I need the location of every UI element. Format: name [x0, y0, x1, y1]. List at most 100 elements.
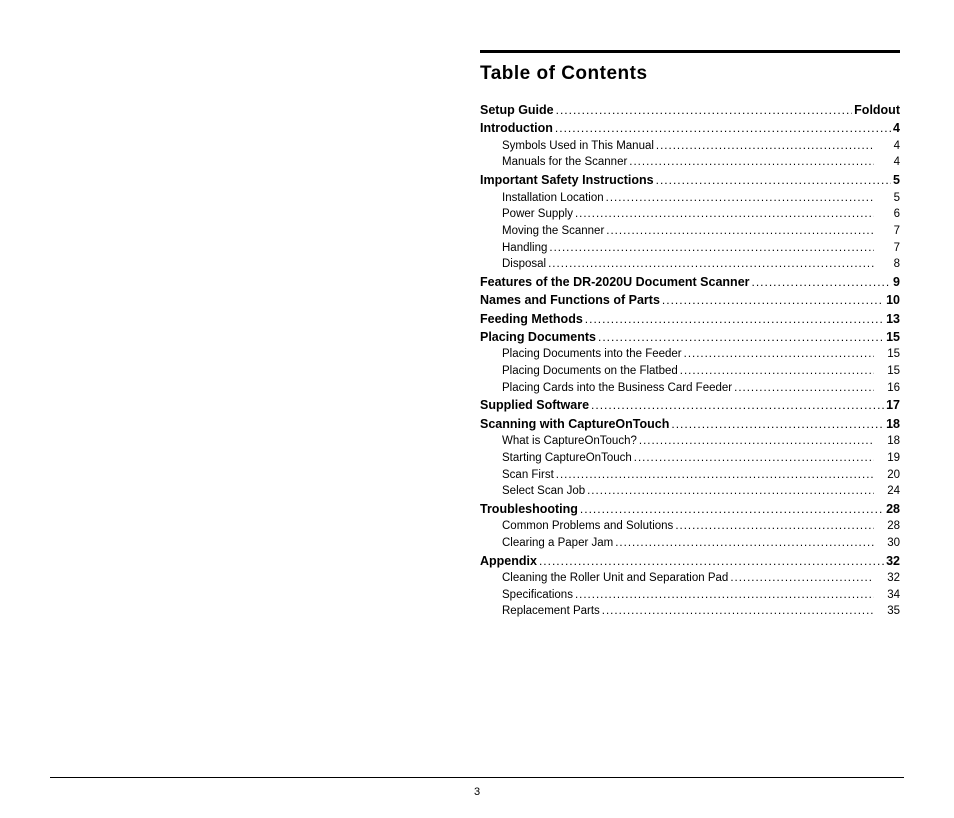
toc-section-row: Feeding Methods.........................…	[480, 310, 900, 328]
toc-entry-page: 15	[886, 328, 900, 346]
toc-leader-dots: ........................................…	[629, 154, 874, 171]
toc-entry-page: 18	[876, 433, 900, 450]
page-number: 3	[0, 786, 954, 798]
toc-entry-label: Disposal	[502, 256, 546, 273]
toc-leader-dots: ........................................…	[730, 570, 874, 587]
toc-entry-label: Handling	[502, 240, 547, 257]
toc-entry-label: Replacement Parts	[502, 603, 600, 620]
toc-entry-label: Placing Documents	[480, 328, 596, 346]
toc-leader-dots: ........................................…	[575, 206, 874, 223]
toc-entry-label: Important Safety Instructions	[480, 171, 654, 189]
document-page: Table of Contents Setup Guide...........…	[0, 0, 954, 818]
toc-entry-label: Setup Guide	[480, 101, 554, 119]
toc-section-row: Troubleshooting.........................…	[480, 500, 900, 518]
toc-entry-page: 10	[886, 291, 900, 309]
toc-entry-label: What is CaptureOnTouch?	[502, 433, 637, 450]
toc-leader-dots: ........................................…	[734, 380, 874, 397]
toc-sub-row: Disposal................................…	[480, 256, 900, 273]
toc-leader-dots: ........................................…	[639, 433, 874, 450]
toc-entry-page: 16	[876, 380, 900, 397]
toc-leader-dots: ........................................…	[556, 467, 874, 484]
toc-entry-page: 7	[876, 223, 900, 240]
toc-entry-page: 32	[876, 570, 900, 587]
toc-entry-label: Cleaning the Roller Unit and Separation …	[502, 570, 728, 587]
toc-entry-page: 34	[876, 587, 900, 604]
toc-sub-row: Placing Cards into the Business Card Fee…	[480, 380, 900, 397]
toc-leader-dots: ........................................…	[556, 102, 853, 119]
toc-entry-page: 24	[876, 483, 900, 500]
toc-leader-dots: ........................................…	[591, 397, 884, 414]
toc-entry-page: 4	[876, 138, 900, 155]
toc-sub-row: Symbols Used in This Manual.............…	[480, 138, 900, 155]
toc-leader-dots: ........................................…	[580, 501, 884, 518]
toc-sub-row: Power Supply............................…	[480, 206, 900, 223]
toc-entry-page: 30	[876, 535, 900, 552]
toc-sub-row: Moving the Scanner......................…	[480, 223, 900, 240]
toc-entry-label: Features of the DR-2020U Document Scanne…	[480, 273, 750, 291]
toc-entry-label: Power Supply	[502, 206, 573, 223]
toc-entry-page: 32	[886, 552, 900, 570]
toc-entry-page: 28	[876, 518, 900, 535]
toc-leader-dots: ........................................…	[602, 603, 874, 620]
toc-sub-row: Cleaning the Roller Unit and Separation …	[480, 570, 900, 587]
toc-sub-row: Manuals for the Scanner.................…	[480, 154, 900, 171]
toc-entry-label: Troubleshooting	[480, 500, 578, 518]
toc-section-row: Placing Documents.......................…	[480, 328, 900, 346]
toc-entry-page: 17	[886, 396, 900, 414]
toc-sub-row: Installation Location...................…	[480, 190, 900, 207]
toc-sub-row: Scan First..............................…	[480, 467, 900, 484]
toc-entry-page: 9	[893, 273, 900, 291]
toc-entry-label: Starting CaptureOnTouch	[502, 450, 632, 467]
toc-entry-label: Specifications	[502, 587, 573, 604]
toc-entry-label: Manuals for the Scanner	[502, 154, 627, 171]
toc-entry-page: 19	[876, 450, 900, 467]
toc-entry-page: 5	[893, 171, 900, 189]
toc-section-row: Scanning with CaptureOnTouch............…	[480, 415, 900, 433]
toc-sub-row: What is CaptureOnTouch?.................…	[480, 433, 900, 450]
toc-entry-label: Names and Functions of Parts	[480, 291, 660, 309]
toc-entry-page: 15	[876, 346, 900, 363]
toc-entry-label: Symbols Used in This Manual	[502, 138, 654, 155]
toc-leader-dots: ........................................…	[656, 138, 874, 155]
toc-entry-label: Supplied Software	[480, 396, 589, 414]
top-horizontal-rule	[480, 50, 900, 53]
toc-entry-label: Installation Location	[502, 190, 604, 207]
toc-sub-row: Select Scan Job.........................…	[480, 483, 900, 500]
toc-section-row: Supplied Software.......................…	[480, 396, 900, 414]
toc-leader-dots: ........................................…	[671, 416, 884, 433]
toc-entry-page: 15	[876, 363, 900, 380]
toc-leader-dots: ........................................…	[575, 587, 874, 604]
footer-horizontal-rule	[50, 777, 904, 778]
toc-leader-dots: ........................................…	[634, 450, 874, 467]
toc-entry-page: Foldout	[854, 101, 900, 119]
toc-entry-label: Placing Documents into the Feeder	[502, 346, 682, 363]
toc-section-row: Features of the DR-2020U Document Scanne…	[480, 273, 900, 291]
toc-sub-row: Handling................................…	[480, 240, 900, 257]
toc-section-row: Important Safety Instructions...........…	[480, 171, 900, 189]
toc-leader-dots: ........................................…	[606, 223, 874, 240]
toc-leader-dots: ........................................…	[555, 120, 891, 137]
toc-leader-dots: ........................................…	[680, 363, 874, 380]
toc-sub-row: Placing Documents into the Feeder.......…	[480, 346, 900, 363]
toc-sub-row: Replacement Parts.......................…	[480, 603, 900, 620]
toc-leader-dots: ........................................…	[684, 346, 874, 363]
toc-leader-dots: ........................................…	[675, 518, 874, 535]
toc-section-row: Setup Guide.............................…	[480, 101, 900, 119]
toc-sub-row: Common Problems and Solutions...........…	[480, 518, 900, 535]
toc-entry-label: Clearing a Paper Jam	[502, 535, 613, 552]
toc-entry-label: Placing Cards into the Business Card Fee…	[502, 380, 732, 397]
toc-sub-row: Placing Documents on the Flatbed........…	[480, 363, 900, 380]
toc-container: Table of Contents Setup Guide...........…	[480, 50, 900, 620]
toc-entry-page: 18	[886, 415, 900, 433]
toc-sub-row: Specifications..........................…	[480, 587, 900, 604]
toc-entry-label: Scan First	[502, 467, 554, 484]
toc-sub-row: Clearing a Paper Jam....................…	[480, 535, 900, 552]
toc-leader-dots: ........................................…	[752, 274, 892, 291]
toc-entry-page: 6	[876, 206, 900, 223]
toc-leader-dots: ........................................…	[656, 172, 891, 189]
toc-entry-label: Scanning with CaptureOnTouch	[480, 415, 669, 433]
toc-entry-label: Moving the Scanner	[502, 223, 604, 240]
toc-leader-dots: ........................................…	[539, 553, 884, 570]
toc-entry-page: 5	[876, 190, 900, 207]
toc-entry-label: Introduction	[480, 119, 553, 137]
